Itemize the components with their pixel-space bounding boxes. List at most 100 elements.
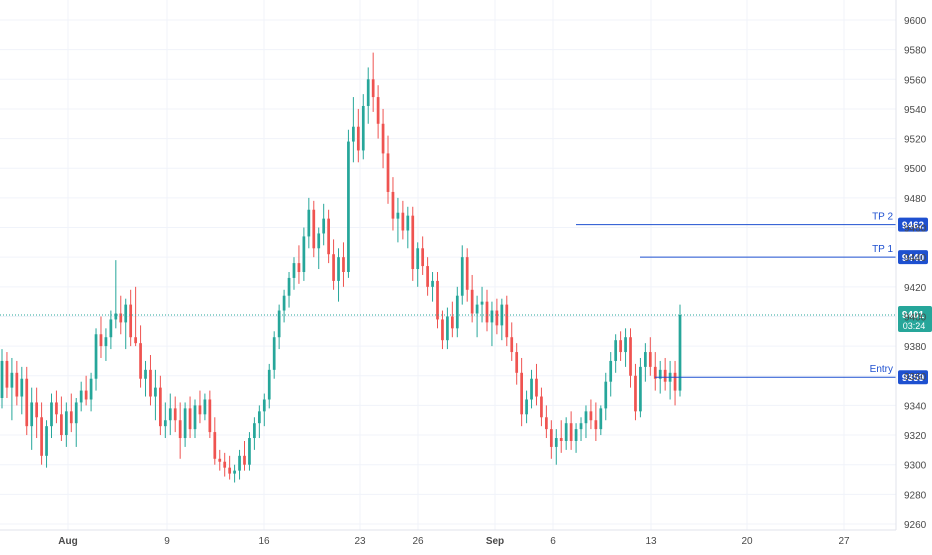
candle-up bbox=[584, 411, 588, 424]
level-price-badge bbox=[898, 250, 928, 265]
candle-down bbox=[495, 310, 499, 326]
candle-up bbox=[104, 337, 108, 347]
level-name-label: TP 1 bbox=[872, 244, 893, 255]
candle-down bbox=[515, 352, 519, 373]
y-tick-label: 9560 bbox=[904, 75, 927, 86]
candle-up bbox=[89, 378, 93, 400]
candle-down bbox=[559, 438, 563, 441]
candle-up bbox=[678, 314, 682, 391]
y-tick-label: 9320 bbox=[904, 431, 927, 442]
candle-up bbox=[183, 408, 187, 439]
x-tick-label: 16 bbox=[258, 536, 270, 547]
candle-down bbox=[441, 319, 444, 341]
x-tick-label: Sep bbox=[486, 536, 504, 547]
candle-down bbox=[40, 417, 43, 456]
candle-up bbox=[79, 390, 83, 403]
y-tick-label: 9480 bbox=[904, 194, 927, 205]
level-price-badge bbox=[898, 370, 928, 385]
candle-up bbox=[366, 79, 370, 106]
candle-down bbox=[178, 420, 182, 439]
candle-up bbox=[658, 369, 662, 379]
y-tick-label: 9360 bbox=[904, 372, 927, 383]
candle-up bbox=[396, 212, 400, 219]
x-tick-label: 26 bbox=[412, 536, 424, 547]
candle-down bbox=[198, 405, 202, 415]
candle-down bbox=[342, 257, 345, 272]
candle-up bbox=[30, 402, 34, 427]
candle-down bbox=[436, 280, 439, 320]
candle-up bbox=[163, 420, 167, 427]
x-tick-label: 23 bbox=[354, 536, 366, 547]
candle-down bbox=[297, 263, 301, 272]
y-tick-label: 9500 bbox=[904, 164, 927, 175]
candle-up bbox=[287, 277, 291, 296]
candle-up bbox=[490, 310, 494, 323]
candle-down bbox=[327, 218, 330, 255]
candle-down bbox=[188, 408, 192, 430]
candle-down bbox=[129, 304, 133, 338]
candle-down bbox=[243, 455, 246, 465]
x-tick-label: 20 bbox=[741, 536, 753, 547]
x-tick-label: 6 bbox=[550, 536, 556, 547]
candle-up bbox=[322, 218, 326, 234]
candle-up bbox=[168, 408, 172, 421]
candle-down bbox=[332, 254, 335, 281]
candle-down bbox=[312, 209, 316, 249]
candle-down bbox=[5, 360, 9, 388]
candle-down bbox=[485, 301, 489, 323]
candle-down bbox=[35, 402, 39, 418]
candle-down bbox=[223, 461, 227, 468]
candle-down bbox=[218, 458, 222, 462]
y-tick-label: 9260 bbox=[904, 520, 927, 531]
current-price-badge bbox=[898, 305, 932, 332]
candle-down bbox=[653, 366, 657, 379]
candle-down bbox=[540, 396, 543, 418]
candle-down bbox=[371, 79, 375, 98]
candle-down bbox=[134, 337, 137, 344]
candle-up bbox=[238, 455, 241, 471]
candle-down bbox=[673, 372, 677, 391]
candle-up bbox=[530, 378, 533, 400]
candle-down bbox=[619, 340, 622, 353]
y-tick-label: 9600 bbox=[904, 16, 927, 27]
candle-up bbox=[302, 236, 306, 272]
candle-up bbox=[233, 470, 236, 474]
grid-layer bbox=[0, 0, 896, 530]
candle-down bbox=[648, 352, 652, 367]
candle-down bbox=[208, 399, 212, 433]
x-tick-label: Aug bbox=[58, 536, 77, 547]
candle-up bbox=[431, 280, 434, 287]
y-tick-label: 9540 bbox=[904, 105, 927, 116]
candle-up bbox=[193, 405, 197, 430]
candle-down bbox=[139, 343, 142, 379]
candle-up bbox=[50, 402, 53, 427]
y-tick-label: 9340 bbox=[904, 401, 927, 412]
y-tick-label: 9440 bbox=[904, 253, 927, 264]
candle-down bbox=[510, 337, 514, 353]
candle-down bbox=[450, 316, 454, 329]
candle-up bbox=[45, 426, 48, 456]
candle-down bbox=[520, 372, 523, 415]
candle-up bbox=[20, 378, 24, 397]
candle-up bbox=[257, 411, 261, 424]
y-tick-label: 9280 bbox=[904, 490, 927, 501]
candle-down bbox=[470, 289, 474, 314]
y-tick-label: 9400 bbox=[904, 312, 927, 323]
candle-up bbox=[272, 337, 276, 370]
y-tick-label: 9460 bbox=[904, 224, 927, 235]
candle-up bbox=[416, 248, 420, 270]
x-tick-label: 13 bbox=[645, 536, 657, 547]
y-tick-label: 9380 bbox=[904, 342, 927, 353]
candle-down bbox=[426, 266, 429, 287]
candle-down bbox=[549, 429, 553, 447]
candle-down bbox=[569, 423, 573, 441]
candle-down bbox=[386, 153, 390, 192]
y-tick-label: 9420 bbox=[904, 283, 927, 294]
candle-down bbox=[60, 414, 63, 436]
candle-down bbox=[99, 334, 103, 347]
x-tick-label: 27 bbox=[838, 536, 850, 547]
